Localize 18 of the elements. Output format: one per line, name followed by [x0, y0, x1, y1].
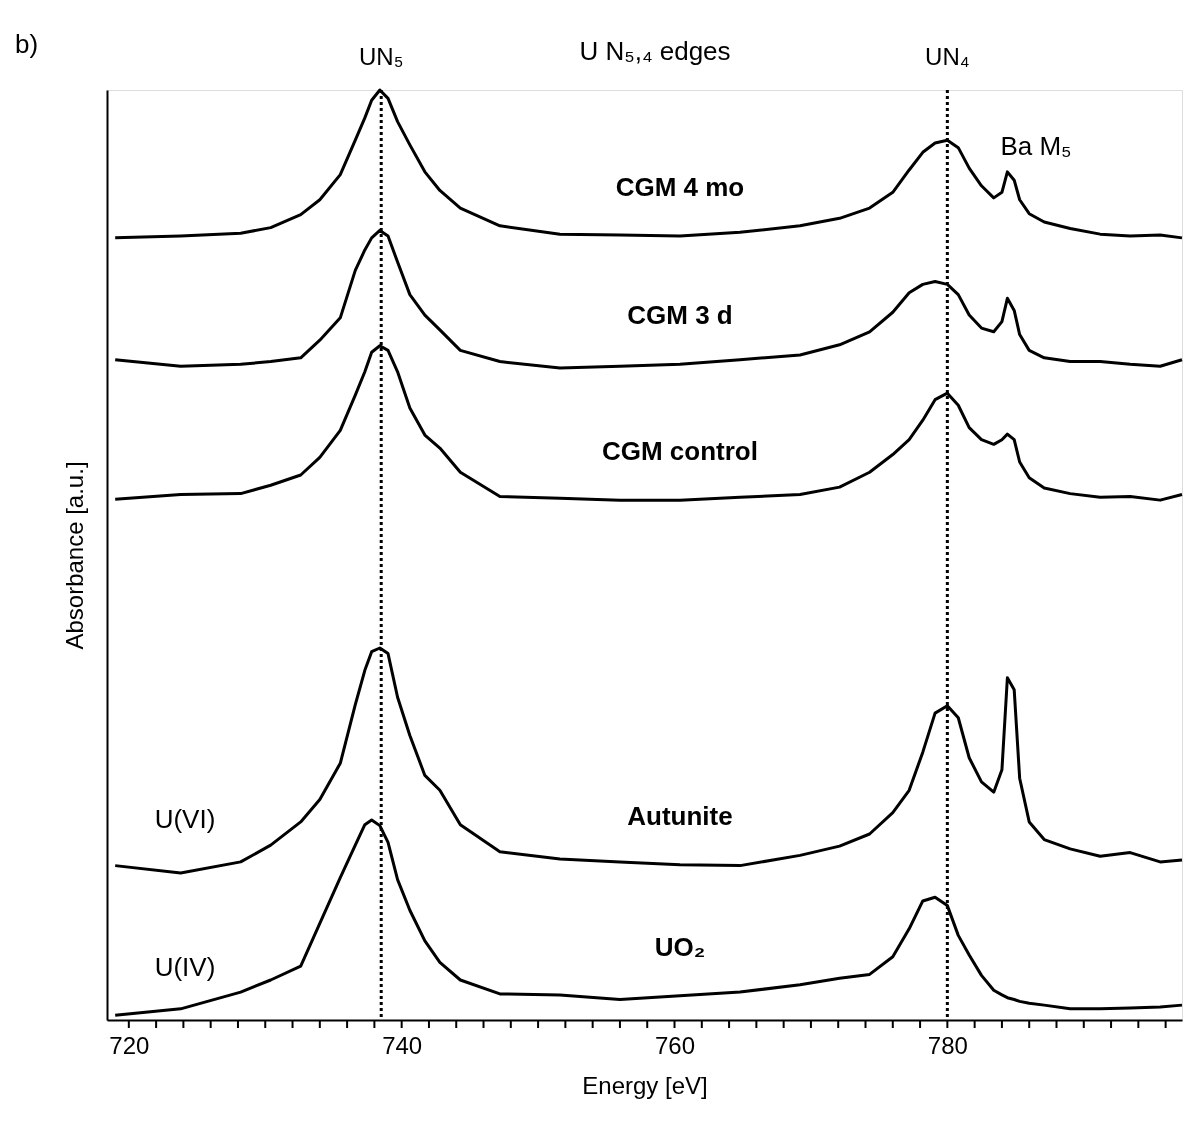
x-tick-label: 780	[927, 1031, 968, 1059]
y-axis-title: Absorbance [a.u.]	[60, 461, 88, 650]
series-label: CGM 4 mo	[615, 172, 745, 203]
annotation: U(VI)	[154, 804, 216, 834]
series-label: CGM control	[601, 436, 758, 467]
x-axis-title: Energy [eV]	[582, 1071, 708, 1099]
text: U N₅,₄ edges	[579, 36, 731, 66]
x-tick-label: 760	[654, 1031, 696, 1059]
x-tick-label: 720	[109, 1031, 150, 1059]
series-label: UO₂	[654, 931, 706, 962]
ref-line-label: UN₄	[925, 43, 970, 70]
x-tick-label: 740	[382, 1031, 423, 1059]
ref-line-label: UN₅	[359, 43, 404, 70]
annotation: U(IV)	[154, 952, 216, 982]
series-label: CGM 3 d	[627, 300, 733, 331]
series-label: Autunite	[627, 800, 733, 831]
annotation: Ba M₅	[1000, 131, 1072, 161]
text: b)	[15, 29, 39, 59]
